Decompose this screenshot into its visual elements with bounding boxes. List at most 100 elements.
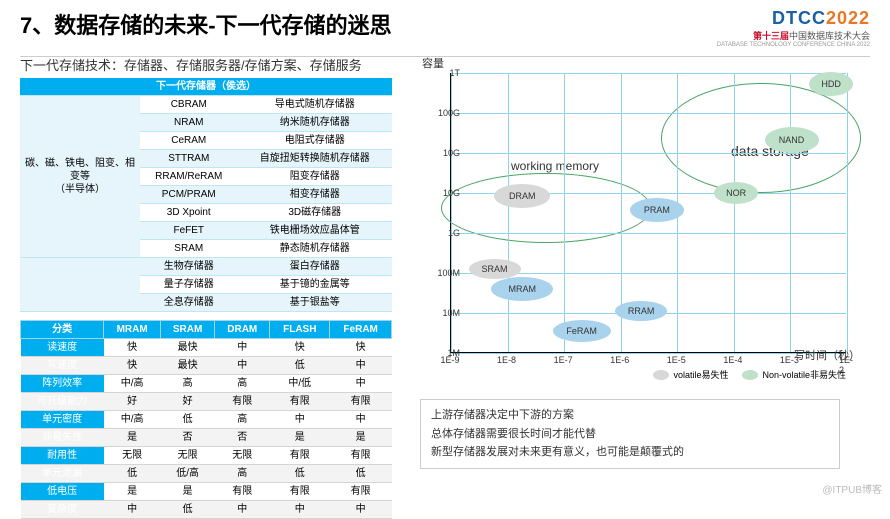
tbl1-cell: 生物存储器: [140, 258, 238, 276]
tbl2-cell: 否: [215, 429, 270, 447]
tbl1-cell: SRAM: [140, 240, 238, 258]
tbl2-cell: 读速度: [21, 339, 104, 357]
tbl2-cell: 好: [104, 393, 161, 411]
tbl2-cell: 高: [215, 411, 270, 429]
tbl2-cell: 高: [215, 375, 270, 393]
candidate-storage-table: 下一代存储器（侯选） 碳、磁、铁电、阻变、相变等（半导体）CBRAM导电式随机存…: [20, 78, 392, 312]
tbl2-cell: 复杂度: [21, 501, 104, 519]
tbl1-cell: 静态随机存储器: [238, 240, 392, 258]
ytick: 1T: [420, 68, 460, 78]
region-label-working-memory: working memory: [511, 159, 599, 173]
ytick: 1G: [420, 228, 460, 238]
region-data-storage: [661, 83, 861, 193]
tbl2-cell: 阵列效率: [21, 375, 104, 393]
tbl2-cell: 单元泄漏: [21, 465, 104, 483]
tbl2-cell: 否: [161, 429, 215, 447]
tbl1-cell: 3D Xpoint: [140, 204, 238, 222]
tbl1-cell: 蛋白存储器: [238, 258, 392, 276]
tbl2-cell: 有限: [270, 483, 330, 501]
tbl2-cell: 是: [104, 483, 161, 501]
comparison-table: 分类MRAMSRAMDRAMFLASHFeRAM 读速度快最快中快快写速度快最快…: [20, 320, 392, 519]
tbl2-cell: 有限: [330, 447, 392, 465]
tbl2-col: MRAM: [104, 321, 161, 339]
tbl2-cell: 中: [330, 375, 392, 393]
xtick: 1E-9: [440, 355, 459, 365]
tbl2-cell: 有限: [270, 393, 330, 411]
tbl2-cell: 低: [161, 501, 215, 519]
note-line: 新型存储器发展对未来更有意义，也可能是颠覆式的: [431, 443, 829, 462]
bubble-hdd: HDD: [809, 72, 853, 96]
capacity-writetime-chart: 容量 working memory data storage HDDNANDNO…: [400, 55, 860, 395]
tbl2-cell: 有限: [330, 393, 392, 411]
tbl2-cell: 低: [104, 465, 161, 483]
tbl2-cell: 无限: [215, 447, 270, 465]
tbl2-cell: 低/高: [161, 465, 215, 483]
tbl1-cell: RRAM/ReRAM: [140, 168, 238, 186]
tbl2-cell: 高: [161, 375, 215, 393]
tbl2-cell: 最快: [161, 339, 215, 357]
logo-tagline: DATABASE TECHNOLOGY CONFERENCE CHINA 202…: [717, 42, 870, 48]
tbl2-cell: 中/高: [104, 411, 161, 429]
bubble-rram: RRAM: [615, 301, 667, 321]
ytick: 10G: [420, 188, 460, 198]
tbl1-category: 碳、磁、铁电、阻变、相变等（半导体）: [20, 96, 140, 258]
tbl1-cell: 基于镱的金属等: [238, 276, 392, 294]
tbl2-col: FLASH: [270, 321, 330, 339]
tbl2-cell: 有限: [270, 447, 330, 465]
tbl1-cell: 3D磁存储器: [238, 204, 392, 222]
bubble-feram: FeRAM: [553, 320, 611, 342]
tbl2-cell: 低电压: [21, 483, 104, 501]
tbl2-cell: 高: [215, 465, 270, 483]
tbl2-cell: 中: [270, 501, 330, 519]
conference-logo: DTCC2022 第十三届中国数据库技术大会 DATABASE TECHNOLO…: [717, 8, 870, 48]
tbl2-cell: 有限: [330, 483, 392, 501]
tbl2-cell: 有限: [215, 393, 270, 411]
tbl2-cell: 低: [161, 411, 215, 429]
tbl2-cell: 中: [270, 411, 330, 429]
tbl2-cell: 中: [330, 501, 392, 519]
tbl2-col: FeRAM: [330, 321, 392, 339]
tbl1-cell: PCM/PRAM: [140, 186, 238, 204]
note-line: 总体存储器需要很长时间才能代替: [431, 425, 829, 444]
tbl2-col: SRAM: [161, 321, 215, 339]
tbl1-cell: 相变存储器: [238, 186, 392, 204]
tbl1-cell: STTRAM: [140, 150, 238, 168]
ytick: 100M: [420, 268, 460, 278]
xtick: 1E-3: [780, 355, 799, 365]
tbl1-cell: 自旋扭矩转换随机存储器: [238, 150, 392, 168]
tbl2-cell: 中/低: [270, 375, 330, 393]
tbl2-cell: 中: [330, 411, 392, 429]
tbl1-cell: 阻变存储器: [238, 168, 392, 186]
note-line: 上游存储器决定中下游的方案: [431, 406, 829, 425]
tbl1-cell: NRAM: [140, 114, 238, 132]
tbl2-cell: 非易失性: [21, 429, 104, 447]
page-title: 7、数据存储的未来-下一代存储的迷思: [20, 8, 392, 40]
bubble-pram: PRAM: [630, 198, 684, 222]
xtick: 1E-6: [610, 355, 629, 365]
bubble-nand: NAND: [765, 127, 819, 153]
legend-item: volatile易失性: [653, 368, 728, 381]
xtick: 1E-2: [839, 355, 853, 375]
xtick: 1E-8: [497, 355, 516, 365]
tbl2-cell: 有限: [215, 483, 270, 501]
tbl2-cell: 中: [330, 357, 392, 375]
tbl2-cell: 快: [270, 339, 330, 357]
bubble-sram: SRAM: [469, 259, 521, 279]
tbl2-col: DRAM: [215, 321, 270, 339]
tbl2-cell: 中: [215, 501, 270, 519]
tbl1-cell: 铁电栅场效应晶体管: [238, 222, 392, 240]
tbl1-header: 下一代存储器（侯选）: [20, 78, 392, 96]
tbl2-cell: 快: [104, 357, 161, 375]
xtick: 1E-5: [667, 355, 686, 365]
tbl2-cell: 低: [270, 357, 330, 375]
xtick: 1E-4: [723, 355, 742, 365]
tbl1-cell: 量子存储器: [140, 276, 238, 294]
notes-box: 上游存储器决定中下游的方案总体存储器需要很长时间才能代替新型存储器发展对未来更有…: [420, 399, 840, 469]
tbl2-cell: 单元密度: [21, 411, 104, 429]
tbl2-cell: 中/高: [104, 375, 161, 393]
subtitle: 下一代存储技术：存储器、存储服务器/存储方案、存储服务: [20, 55, 392, 74]
logo-dtcc: DTCC: [772, 8, 826, 28]
ytick: 100G: [420, 108, 460, 118]
xtick: 1E-7: [554, 355, 573, 365]
tbl2-cell: 耐用性: [21, 447, 104, 465]
